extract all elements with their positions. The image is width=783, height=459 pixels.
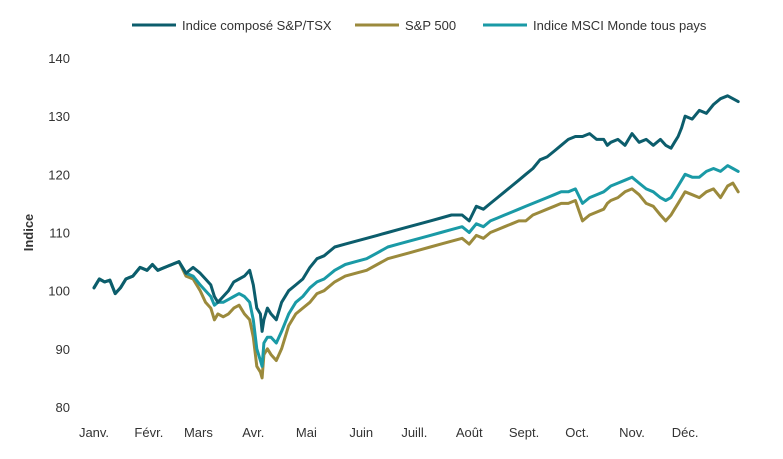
x-tick-label: Oct.: [565, 425, 589, 440]
y-tick-label: 120: [48, 167, 70, 182]
x-axis-ticks: Janv. Févr. Mars Avr. Mai Juin Juill. Août Sept.…: [79, 425, 699, 440]
x-tick-label: Déc.: [672, 425, 699, 440]
y-tick-label: 90: [56, 342, 70, 357]
x-tick-label: Nov.: [619, 425, 645, 440]
x-tick-label: Avr.: [242, 425, 264, 440]
series-lines: [92, 94, 740, 380]
series-line: [92, 164, 740, 368]
x-tick-label: Mai: [296, 425, 317, 440]
y-axis-label: Indice: [21, 214, 36, 252]
y-tick-label: 80: [56, 400, 70, 415]
series-line: [92, 181, 740, 380]
x-tick-label: Sept.: [509, 425, 539, 440]
x-tick-label: Févr.: [134, 425, 163, 440]
legend-label: S&P 500: [405, 18, 456, 33]
y-axis-ticks: 80 90 100 110 120 130 140: [48, 51, 70, 415]
y-tick-label: 100: [48, 284, 70, 299]
legend-label: Indice composé S&P/TSX: [182, 18, 332, 33]
x-tick-label: Mars: [184, 425, 213, 440]
y-tick-label: 130: [48, 109, 70, 124]
series-line: [92, 94, 740, 333]
y-tick-label: 110: [49, 226, 70, 241]
x-tick-label: Juill.: [401, 425, 427, 440]
legend-label: Indice MSCI Monde tous pays: [533, 18, 707, 33]
x-tick-label: Janv.: [79, 425, 109, 440]
chart-legend: Indice composé S&P/TSX S&P 500 Indice MSCI…: [132, 18, 707, 33]
x-tick-label: Juin: [349, 425, 373, 440]
y-tick-label: 140: [48, 51, 70, 66]
x-tick-label: Août: [456, 425, 483, 440]
